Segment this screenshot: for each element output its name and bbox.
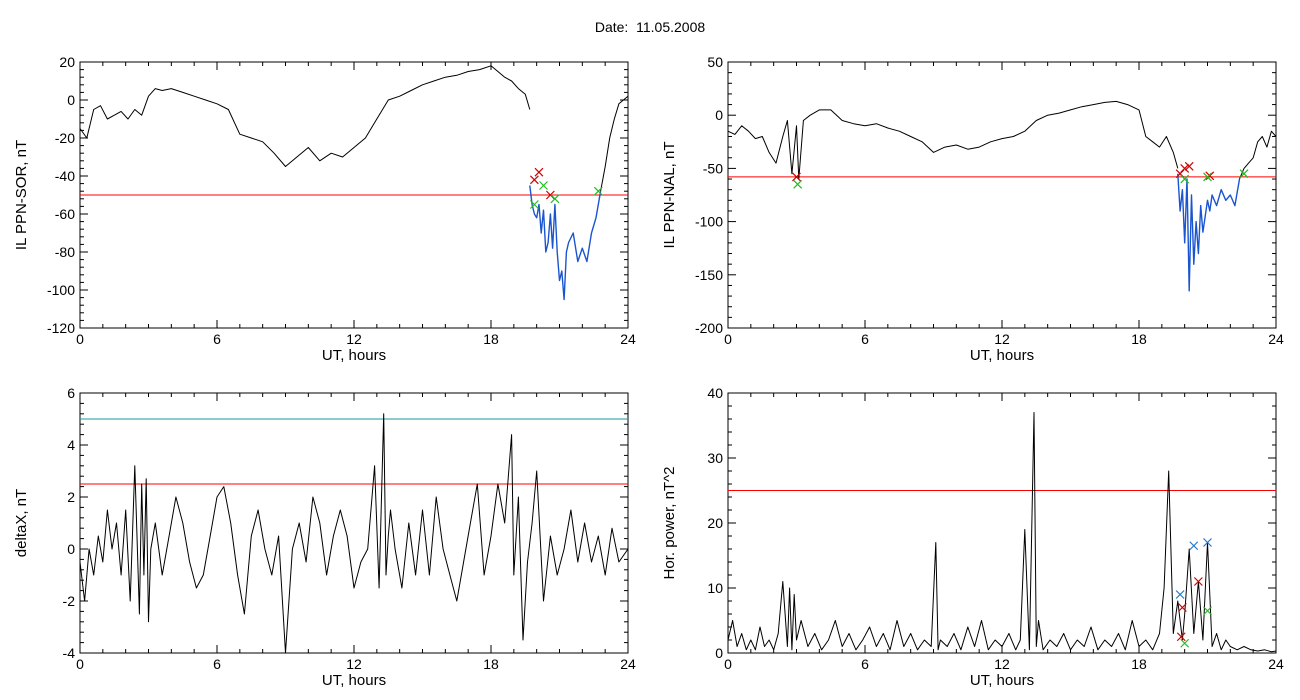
plot-frame: [727, 392, 1277, 654]
x-tick-label: 12: [346, 656, 362, 672]
event-marker: [529, 200, 539, 209]
event-marker: [1205, 171, 1215, 181]
x-axis-label: UT, hours: [970, 672, 1034, 689]
y-tick-label: 2: [67, 489, 75, 505]
x-tick-label: 24: [620, 656, 636, 672]
plot-frame: [79, 392, 629, 654]
series-line: [600, 95, 628, 192]
x-axis-label: UT, hours: [970, 347, 1034, 364]
event-marker: [550, 194, 560, 204]
x-tick-label: 6: [213, 331, 221, 347]
x-tick-label: 0: [76, 656, 84, 672]
x-tick-label: 6: [213, 656, 221, 672]
y-tick-label: -80: [55, 244, 75, 260]
event-marker: [1177, 603, 1187, 612]
y-axis-label: IL PPN-NAL, nT: [661, 142, 678, 249]
series-line: [80, 65, 531, 167]
event-marker: [1203, 538, 1212, 547]
panel-hor-power: 0 6 12 18 24 0 10 20 30 40 UT, hours Hor. power, nT…: [661, 385, 1284, 689]
event-marker: [1239, 169, 1249, 179]
x-tick-label: 12: [346, 331, 362, 347]
x-axis-label: UT, hours: [322, 672, 386, 689]
y-axis-label: Hor. power, nT^2: [661, 467, 678, 580]
y-tick-label: 0: [67, 541, 75, 557]
event-marker: [1203, 606, 1212, 616]
y-tick-label: -50: [703, 160, 723, 176]
x-axis-label: UT, hours: [322, 347, 386, 364]
event-marker: [1189, 541, 1199, 551]
y-tick-label: 0: [715, 107, 723, 123]
series-line: [728, 412, 1276, 653]
event-marker: [534, 167, 544, 177]
y-tick-label: -120: [47, 320, 75, 336]
y-tick-label: 6: [67, 385, 75, 401]
panel-il-ppn-nal: 0 6 12 18 24 -200 -150 -100 -50 0 50 UT, hours IL PP…: [661, 54, 1284, 364]
y-tick-label: -4: [63, 645, 76, 661]
x-tick-label: 12: [994, 656, 1010, 672]
event-marker: [793, 179, 803, 189]
plot-area: [728, 100, 1276, 292]
event-marker: [1180, 163, 1190, 173]
event-marker: [593, 186, 603, 196]
series-line: [80, 413, 628, 653]
x-tick-label: 0: [724, 656, 732, 672]
figure-title: Date: 11.05.2008: [0, 19, 1300, 35]
panel-il-ppn-sor: 0 6 12 18 24 -120 -100 -80 -60 -40 -20 0 20 UT, hours…: [13, 54, 636, 364]
y-tick-label: -40: [55, 168, 75, 184]
y-tick-label: 20: [59, 54, 75, 70]
plot-area: [80, 413, 628, 653]
x-tick-label: 24: [1268, 656, 1284, 672]
event-marker: [539, 181, 548, 190]
y-tick-label: 0: [715, 645, 723, 661]
y-tick-label: 50: [707, 54, 723, 70]
y-tick-label: 10: [707, 580, 723, 596]
series-line: [728, 100, 1179, 180]
highlight-series-line: [529, 185, 602, 301]
series-line: [1239, 130, 1276, 180]
y-tick-label: -2: [63, 593, 76, 609]
x-tick-label: 24: [620, 331, 636, 347]
x-tick-label: 0: [724, 331, 732, 347]
plot-frame: [727, 61, 1277, 329]
event-marker: [1184, 161, 1194, 171]
event-marker: [1193, 577, 1203, 586]
event-marker: [1175, 590, 1185, 599]
y-tick-label: -20: [55, 130, 75, 146]
event-marker: [1180, 638, 1190, 648]
x-tick-label: 18: [483, 656, 499, 672]
x-tick-label: 6: [861, 656, 869, 672]
y-tick-label: -100: [695, 214, 723, 230]
y-tick-label: 40: [707, 385, 723, 401]
plot-area: [80, 65, 628, 301]
y-tick-label: -200: [695, 320, 723, 336]
y-tick-label: -100: [47, 282, 75, 298]
y-tick-label: 0: [67, 92, 75, 108]
event-marker: [1176, 632, 1186, 642]
x-tick-label: 18: [1131, 656, 1147, 672]
y-axis-label: deltaX, nT: [13, 489, 30, 557]
y-axis-label: IL PPN-SOR, nT: [13, 140, 30, 250]
y-tick-label: 30: [707, 450, 723, 466]
event-marker: [1180, 174, 1190, 184]
plot-area: [728, 412, 1276, 653]
x-tick-label: 12: [994, 331, 1010, 347]
highlight-series-line: [1177, 173, 1241, 292]
date-label: Date:: [594, 19, 629, 35]
x-tick-label: 24: [1268, 331, 1284, 347]
y-tick-label: 4: [67, 437, 75, 453]
y-tick-label: 20: [707, 515, 723, 531]
event-marker: [1203, 172, 1212, 182]
x-tick-label: 0: [76, 331, 84, 347]
x-tick-label: 18: [483, 331, 499, 347]
y-tick-label: -60: [55, 206, 75, 222]
y-tick-label: -150: [695, 267, 723, 283]
event-marker: [792, 172, 801, 182]
event-marker: [529, 175, 539, 185]
x-tick-label: 18: [1131, 331, 1147, 347]
date-value: 11.05.2008: [636, 19, 706, 35]
x-tick-label: 6: [861, 331, 869, 347]
